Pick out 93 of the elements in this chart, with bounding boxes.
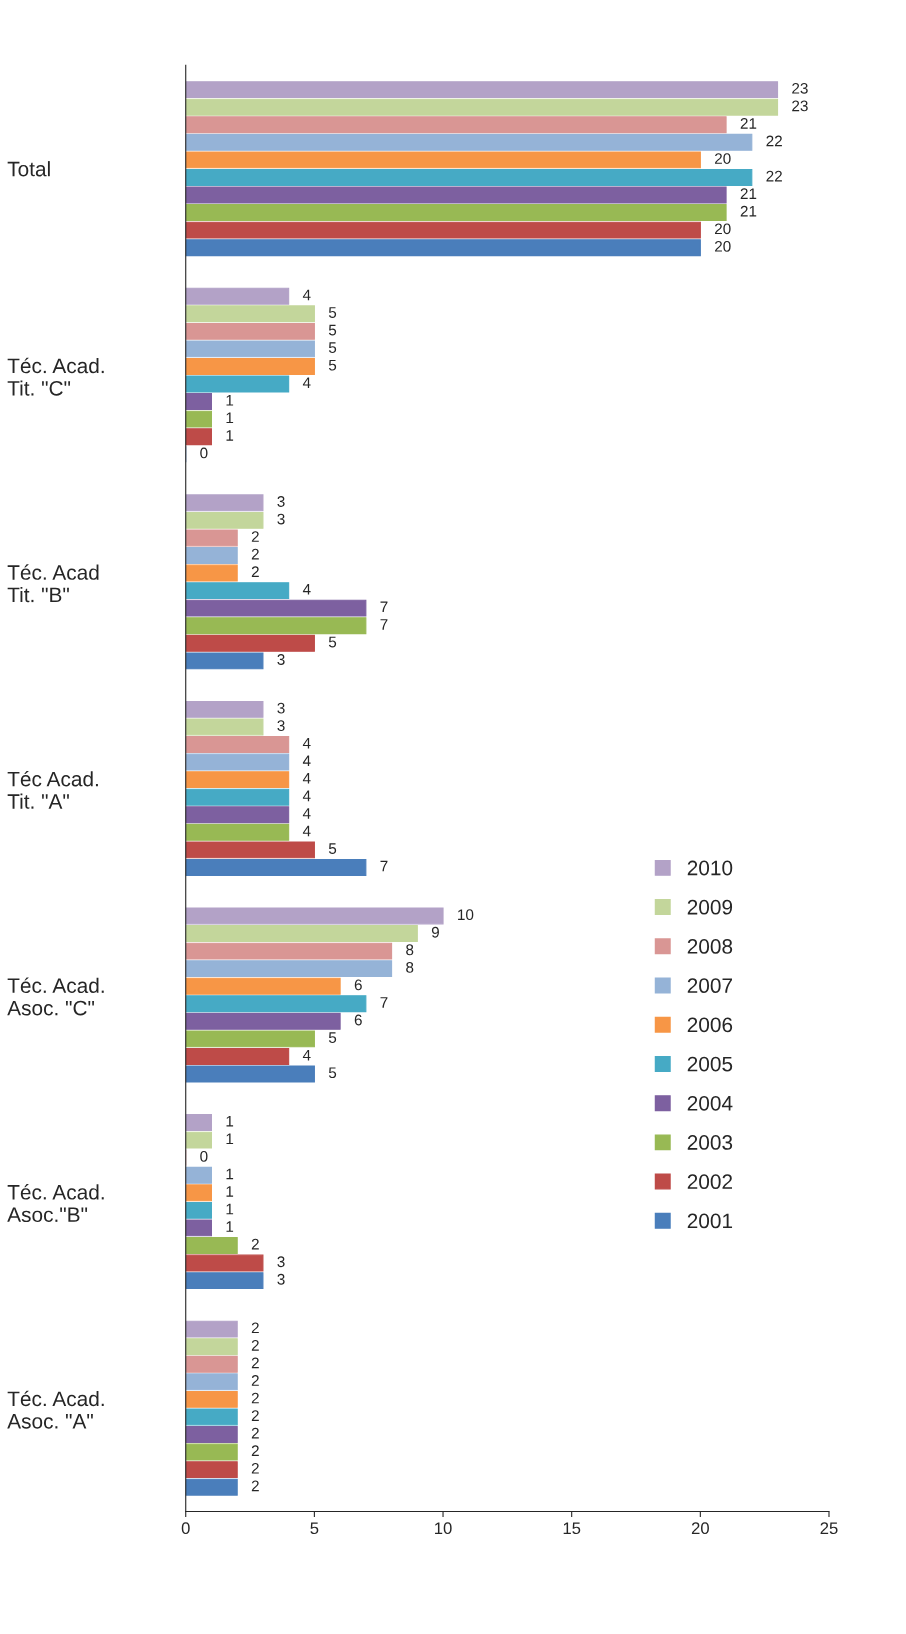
data-label: 2 [251, 1392, 259, 1404]
legend-label: 2004 [687, 1095, 733, 1111]
data-label: 7 [380, 601, 388, 613]
data-label: 2 [251, 1322, 259, 1334]
data-label: 1 [226, 1186, 234, 1197]
data-label: 1 [226, 1221, 234, 1232]
data-label: 1 [226, 1203, 234, 1215]
data-label: 9 [431, 926, 439, 938]
data-label: 7 [380, 860, 388, 872]
x-tick-label: 10 [435, 1522, 452, 1535]
data-label: 6 [354, 979, 362, 991]
data-label: 23 [792, 82, 808, 94]
data-label: 20 [715, 153, 731, 164]
data-label: 4 [302, 377, 311, 388]
legend-label: 2008 [687, 939, 733, 954]
data-label: 8 [406, 944, 414, 956]
x-tick-label: 25 [820, 1522, 838, 1535]
x-tick-label: 15 [563, 1522, 581, 1535]
data-label: 1 [226, 430, 234, 441]
data-label: 10 [458, 909, 474, 921]
data-label: 5 [328, 843, 337, 854]
data-label: 22 [766, 135, 782, 147]
data-label: 2 [251, 1357, 259, 1369]
data-label: 2 [251, 1410, 259, 1421]
data-label: 4 [302, 790, 311, 802]
data-label: 0 [200, 447, 208, 459]
x-tick-label: 5 [310, 1522, 319, 1535]
data-label: 3 [277, 654, 285, 665]
data-label: 1 [226, 1116, 234, 1127]
y-tick-label: Total [7, 161, 50, 177]
y-tick-label: Téc Acad. Tit. "A" [7, 770, 98, 809]
data-label: 5 [328, 1032, 337, 1043]
legend-label: 2006 [687, 1017, 733, 1033]
data-label: 4 [302, 825, 311, 837]
data-label: 3 [277, 1256, 285, 1268]
data-label: 1 [226, 1168, 234, 1180]
data-label: 21 [740, 188, 757, 199]
data-label: 3 [277, 513, 285, 525]
data-label: 20 [715, 240, 731, 252]
data-label: 3 [277, 720, 285, 732]
legend-label: 2009 [687, 899, 733, 915]
legend-label: 2007 [687, 978, 733, 994]
data-label: 6 [354, 1014, 362, 1026]
y-tick-label: Téc. Acad. Tit. "C" [7, 357, 104, 396]
data-label: 2 [251, 1375, 259, 1386]
data-label: 2 [251, 548, 259, 560]
data-label: 22 [766, 170, 782, 182]
data-label: 5 [328, 324, 337, 336]
data-label: 2 [251, 1480, 259, 1492]
x-tick-label: 20 [691, 1522, 709, 1535]
data-label: 4 [302, 584, 311, 595]
data-label: 4 [302, 808, 311, 819]
data-label: 3 [277, 1273, 285, 1285]
data-label: 8 [406, 961, 414, 973]
data-label: 23 [792, 100, 808, 112]
legend-label: 2005 [687, 1056, 733, 1072]
data-label: 0 [200, 1150, 208, 1162]
data-label: 4 [302, 773, 311, 784]
data-label: 2 [251, 566, 259, 577]
data-label: 4 [302, 755, 311, 767]
data-label: 21 [740, 118, 757, 129]
data-label: 5 [328, 359, 337, 371]
data-label: 2 [251, 1339, 259, 1351]
x-tick-label: 0 [181, 1522, 190, 1535]
data-label: 4 [302, 737, 311, 749]
data-label: 20 [715, 223, 731, 235]
data-label: 7 [380, 619, 388, 630]
data-label: 5 [328, 1067, 337, 1079]
data-label: 2 [251, 1427, 259, 1439]
data-label: 1 [226, 412, 234, 424]
y-tick-label: Téc. Acad. Asoc. "A" [7, 1390, 104, 1429]
legend-label: 2010 [687, 860, 733, 876]
data-label: 5 [328, 342, 337, 353]
data-label: 1 [226, 395, 234, 406]
data-label: 3 [277, 496, 285, 507]
data-label: 2 [251, 531, 259, 542]
data-label: 7 [380, 997, 388, 1008]
data-label: 5 [328, 636, 337, 648]
data-label: 2 [251, 1462, 259, 1474]
data-label: 3 [277, 702, 285, 714]
y-tick-label: Téc. Acad. Asoc."B" [7, 1184, 104, 1223]
y-tick-label: Téc. Acad Tit. "B" [7, 564, 99, 603]
legend-label: 2001 [687, 1213, 733, 1229]
data-label: 2 [251, 1445, 259, 1457]
data-label: 21 [740, 205, 757, 217]
data-label: 4 [302, 1049, 311, 1061]
data-label: 5 [328, 307, 337, 318]
legend-label: 2003 [687, 1135, 733, 1150]
data-label: 2 [251, 1238, 259, 1250]
data-label: 4 [302, 289, 311, 301]
legend-label: 2002 [687, 1174, 733, 1190]
y-tick-label: Téc. Acad. Asoc. "C" [7, 977, 104, 1016]
data-label: 1 [226, 1133, 234, 1145]
